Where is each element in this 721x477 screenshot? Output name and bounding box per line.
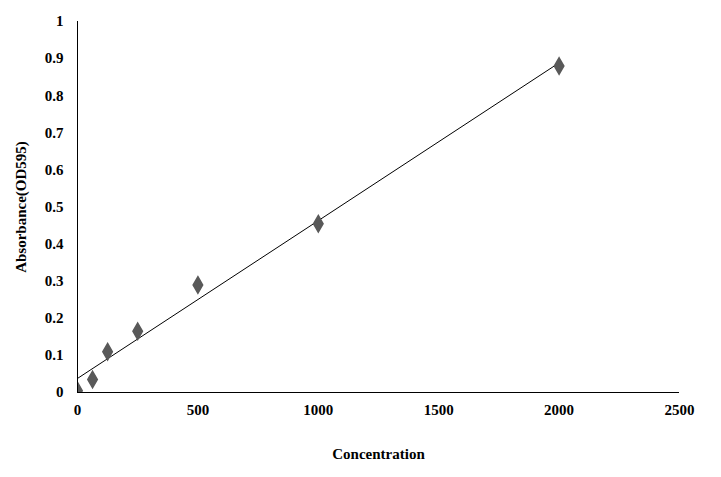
svg-text:0.8: 0.8 [45, 88, 64, 104]
svg-text:0.2: 0.2 [45, 310, 64, 326]
svg-text:Absorbance(OD595): Absorbance(OD595) [13, 141, 30, 273]
svg-text:Concentration: Concentration [332, 446, 425, 462]
svg-text:0.9: 0.9 [45, 50, 64, 66]
svg-text:1500: 1500 [424, 402, 454, 418]
svg-text:2000: 2000 [544, 402, 574, 418]
svg-text:500: 500 [187, 402, 210, 418]
svg-text:1000: 1000 [303, 402, 333, 418]
svg-text:0.4: 0.4 [45, 236, 64, 252]
svg-text:0.3: 0.3 [45, 273, 64, 289]
svg-text:2500: 2500 [665, 402, 695, 418]
svg-text:1: 1 [56, 13, 64, 29]
svg-text:0: 0 [56, 384, 64, 400]
svg-text:0.7: 0.7 [45, 125, 64, 141]
svg-text:0.1: 0.1 [45, 347, 64, 363]
svg-text:0: 0 [74, 402, 82, 418]
svg-text:0.6: 0.6 [45, 162, 64, 178]
svg-text:0.5: 0.5 [45, 199, 64, 215]
